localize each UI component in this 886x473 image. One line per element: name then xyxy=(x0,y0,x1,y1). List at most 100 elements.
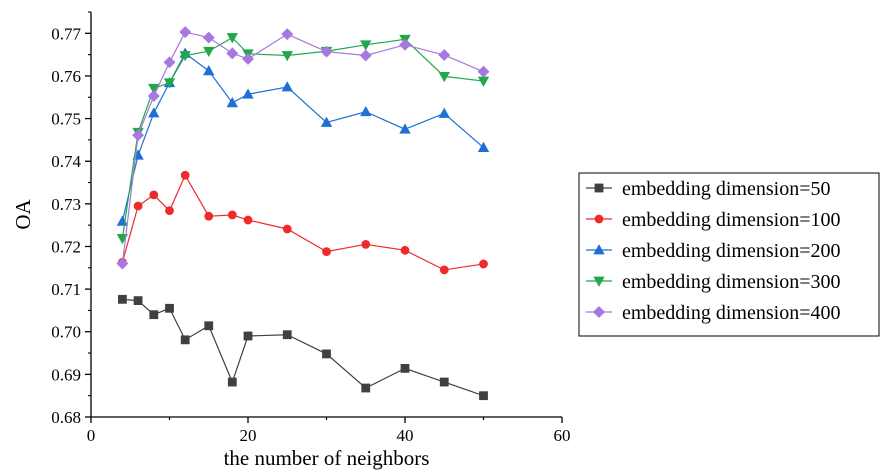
data-point xyxy=(148,107,160,118)
legend-label: embedding dimension=400 xyxy=(622,302,840,324)
data-point xyxy=(165,206,174,216)
data-point xyxy=(479,259,488,269)
data-point xyxy=(242,88,254,99)
data-point xyxy=(118,294,127,304)
legend-item: embedding dimension=400 xyxy=(586,302,840,324)
x-tick-label: 20 xyxy=(240,426,257,445)
y-tick-label: 0.69 xyxy=(51,365,81,384)
data-point xyxy=(282,330,292,340)
y-tick-label: 0.70 xyxy=(51,323,81,342)
y-tick-label: 0.76 xyxy=(51,67,81,86)
data-point xyxy=(281,51,293,62)
y-tick-label: 0.72 xyxy=(51,237,81,256)
data-point xyxy=(322,247,331,256)
series-3 xyxy=(116,47,490,226)
data-point xyxy=(399,123,411,134)
series-line xyxy=(121,36,484,239)
y-tick-label: 0.71 xyxy=(51,280,81,299)
data-point xyxy=(479,391,488,401)
data-point xyxy=(148,83,160,95)
data-point xyxy=(179,26,192,39)
data-point xyxy=(242,52,254,65)
data-point xyxy=(243,215,253,225)
data-point xyxy=(438,49,451,62)
y-tick-label: 0.77 xyxy=(51,24,81,43)
series-1 xyxy=(118,294,488,401)
data-point xyxy=(438,107,450,118)
y-axis-ticks: 0.68 0.69 0.70 0.71 0.72 0.73 0.74 0.75 0.76 0.77 xyxy=(51,11,91,427)
legend-label: embedding dimension=300 xyxy=(622,271,840,293)
data-point xyxy=(439,377,449,387)
data-point xyxy=(361,239,371,249)
data-point xyxy=(439,265,449,275)
x-tick-label: 0 xyxy=(87,426,96,445)
data-point xyxy=(477,141,490,152)
data-point xyxy=(361,383,371,393)
y-tick-label: 0.68 xyxy=(51,408,81,427)
series-5 xyxy=(116,26,490,270)
x-tick-label: 40 xyxy=(397,426,414,445)
data-point xyxy=(226,96,238,108)
data-point xyxy=(400,245,410,255)
data-point xyxy=(133,296,143,306)
data-point xyxy=(227,210,237,220)
series-line xyxy=(121,173,484,271)
data-point xyxy=(202,31,215,44)
data-point xyxy=(133,201,143,211)
axes: 0 20 40 60 0.68 0.69 0.70 0.71 0.72 0.73 0.74 0.75… xyxy=(51,11,571,445)
data-point xyxy=(400,363,410,373)
legend-swatch-marker xyxy=(594,214,604,224)
series-line xyxy=(122,298,484,397)
y-axis-title: OA xyxy=(11,199,35,230)
y-tick-label: 0.74 xyxy=(51,152,81,171)
data-point xyxy=(360,105,372,117)
data-point xyxy=(163,78,176,89)
legend-item: embedding dimension=200 xyxy=(586,240,840,262)
legend-item: embedding dimension=100 xyxy=(586,209,840,231)
legend-box xyxy=(578,172,880,337)
data-point xyxy=(116,257,129,270)
series-line xyxy=(121,31,484,264)
legend: embedding dimension=50 embedding dimensio… xyxy=(578,172,880,337)
y-tick-label: 0.75 xyxy=(51,110,81,129)
plot-area xyxy=(116,26,490,401)
data-point xyxy=(360,40,372,51)
data-point xyxy=(147,90,160,102)
data-point xyxy=(359,49,372,62)
x-tick-label: 60 xyxy=(554,426,571,445)
data-point xyxy=(149,190,159,200)
legend-swatch-marker xyxy=(594,183,604,193)
data-point xyxy=(438,71,450,83)
series-2 xyxy=(118,170,488,275)
series-line xyxy=(121,52,484,222)
y-tick-label: 0.73 xyxy=(51,195,81,214)
legend-swatch-marker xyxy=(593,244,605,255)
data-point xyxy=(226,33,238,44)
data-point xyxy=(180,335,190,345)
data-point xyxy=(227,377,237,387)
data-point xyxy=(203,46,215,58)
data-point xyxy=(203,65,215,76)
data-point xyxy=(179,51,191,62)
legend-label: embedding dimension=100 xyxy=(622,209,840,231)
data-point xyxy=(320,116,333,127)
data-point xyxy=(477,65,490,78)
data-point xyxy=(322,349,331,359)
data-point xyxy=(204,321,214,331)
data-point xyxy=(320,45,333,58)
data-point xyxy=(165,303,174,313)
data-point xyxy=(477,76,490,87)
legend-item: embedding dimension=50 xyxy=(586,178,830,200)
data-point xyxy=(132,129,145,142)
legend-swatch-marker xyxy=(593,306,605,318)
data-point xyxy=(149,310,159,320)
data-point xyxy=(281,81,293,92)
data-point xyxy=(163,56,176,69)
x-axis-ticks: 0 20 40 60 xyxy=(87,417,571,445)
legend-item: embedding dimension=300 xyxy=(586,271,840,293)
data-point xyxy=(180,170,190,180)
data-point xyxy=(282,224,292,234)
x-axis-title: the number of neighbors xyxy=(224,446,430,470)
legend-label: embedding dimension=50 xyxy=(622,178,830,200)
